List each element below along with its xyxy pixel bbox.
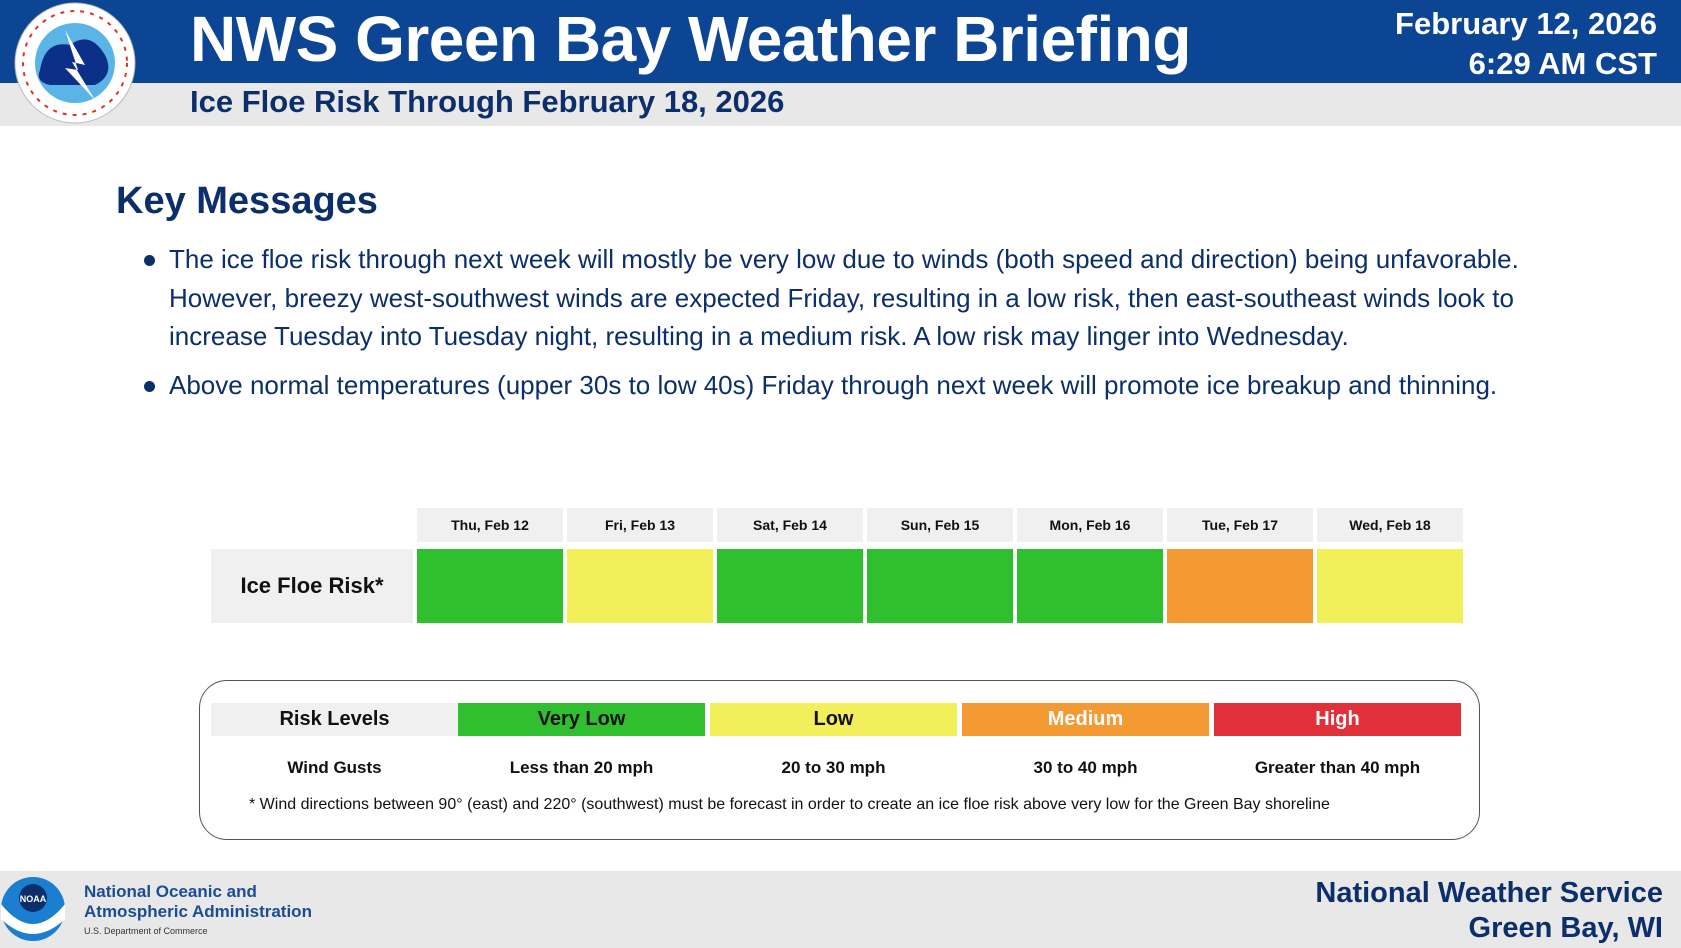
- legend-gusts: 30 to 40 mph: [1033, 758, 1138, 777]
- issue-datetime: February 12, 2026 6:29 AM CST: [1395, 4, 1657, 84]
- key-messages-heading: Key Messages: [116, 180, 378, 222]
- nws-office: National Weather Service Green Bay, WI: [1315, 876, 1663, 946]
- noaa-line2: Atmospheric Administration: [84, 902, 312, 921]
- legend-gusts: 20 to 30 mph: [781, 758, 886, 777]
- noaa-name: National Oceanic and Atmospheric Adminis…: [84, 882, 312, 922]
- subheader-bar: [0, 83, 1681, 126]
- day-header: Sun, Feb 15: [867, 508, 1013, 542]
- issue-date: February 12, 2026: [1395, 6, 1657, 41]
- risk-cell-low: [1317, 549, 1463, 623]
- risk-cell-very-low: [867, 549, 1013, 623]
- day-header: Fri, Feb 13: [567, 508, 713, 542]
- key-message: Above normal temperatures (upper 30s to …: [144, 366, 1544, 405]
- risk-cell-very-low: [1017, 549, 1163, 623]
- footnote: * Wind directions between 90° (east) and…: [249, 796, 1330, 813]
- nws-line2: Green Bay, WI: [1468, 912, 1663, 944]
- noaa-line1: National Oceanic and: [84, 882, 257, 901]
- issue-time: 6:29 AM CST: [1468, 46, 1657, 81]
- legend-title: Risk Levels: [211, 703, 458, 736]
- nws-line1: National Weather Service: [1315, 877, 1663, 909]
- risk-cell-very-low: [417, 549, 563, 623]
- day-header: Tue, Feb 17: [1167, 508, 1313, 542]
- risk-cell-low: [567, 549, 713, 623]
- risk-cell-very-low: [717, 549, 863, 623]
- day-header: Thu, Feb 12: [417, 508, 563, 542]
- legend-level: Low: [710, 703, 957, 736]
- header-bar: [0, 0, 1681, 83]
- legend-gusts: Less than 20 mph: [509, 758, 654, 777]
- nws-logo-icon: [14, 2, 136, 124]
- legend-level: Very Low: [458, 703, 705, 736]
- key-messages-list: The ice floe risk through next week will…: [144, 240, 1544, 414]
- risk-row-label: Ice Floe Risk*: [211, 549, 413, 623]
- key-message: The ice floe risk through next week will…: [144, 240, 1544, 356]
- day-header: Sat, Feb 14: [717, 508, 863, 542]
- gust-label: Wind Gusts: [287, 758, 382, 777]
- legend-level: Medium: [962, 703, 1209, 736]
- page-subtitle: Ice Floe Risk Through February 18, 2026: [190, 84, 785, 119]
- noaa-logo-icon: NOAA: [1, 877, 65, 941]
- risk-cell-medium: [1167, 549, 1313, 623]
- legend-level: High: [1214, 703, 1461, 736]
- noaa-dept: U.S. Department of Commerce: [84, 926, 208, 936]
- day-header: Wed, Feb 18: [1317, 508, 1463, 542]
- page-title: NWS Green Bay Weather Briefing: [190, 3, 1191, 75]
- legend-box: [199, 680, 1480, 840]
- svg-text:NOAA: NOAA: [20, 894, 47, 904]
- footer-bar: [0, 871, 1681, 948]
- day-header: Mon, Feb 16: [1017, 508, 1163, 542]
- legend-gusts: Greater than 40 mph: [1254, 758, 1421, 777]
